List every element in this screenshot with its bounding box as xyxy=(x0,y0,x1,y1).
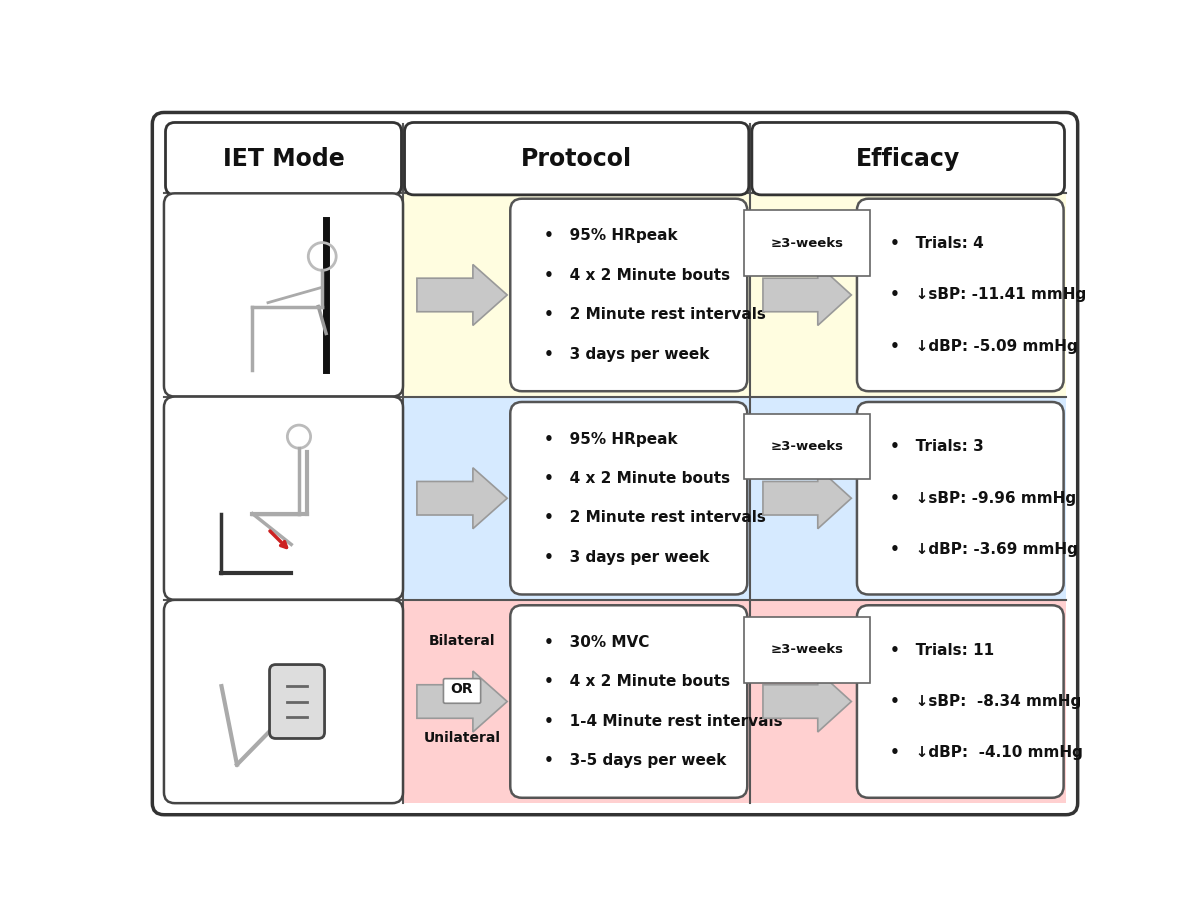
Text: •   Trials: 11: • Trials: 11 xyxy=(890,643,995,657)
Polygon shape xyxy=(763,671,851,732)
FancyBboxPatch shape xyxy=(444,678,481,703)
FancyBboxPatch shape xyxy=(857,402,1063,595)
FancyBboxPatch shape xyxy=(857,198,1063,391)
Text: Bilateral: Bilateral xyxy=(428,633,496,647)
Text: •   ↓sBP: -9.96 mmHg: • ↓sBP: -9.96 mmHg xyxy=(890,491,1076,506)
Text: •   3 days per week: • 3 days per week xyxy=(544,347,709,362)
Text: •   3 days per week: • 3 days per week xyxy=(544,550,709,565)
Text: •   4 x 2 Minute bouts: • 4 x 2 Minute bouts xyxy=(544,268,730,283)
Bar xyxy=(403,397,750,599)
Text: •   3-5 days per week: • 3-5 days per week xyxy=(544,753,726,768)
Bar xyxy=(403,599,750,803)
Text: •   ↓dBP: -5.09 mmHg: • ↓dBP: -5.09 mmHg xyxy=(890,339,1078,353)
Text: •   ↓sBP:  -8.34 mmHg: • ↓sBP: -8.34 mmHg xyxy=(890,694,1081,709)
Text: IET Mode: IET Mode xyxy=(223,147,344,171)
Text: •   Trials: 4: • Trials: 4 xyxy=(890,236,984,252)
Text: ≥3-weeks: ≥3-weeks xyxy=(770,644,844,656)
Text: Efficacy: Efficacy xyxy=(856,147,960,171)
Text: ≥3-weeks: ≥3-weeks xyxy=(770,237,844,250)
FancyBboxPatch shape xyxy=(404,122,749,195)
Text: •   95% HRpeak: • 95% HRpeak xyxy=(544,229,677,243)
Text: OR: OR xyxy=(451,682,473,697)
Text: •   4 x 2 Minute bouts: • 4 x 2 Minute bouts xyxy=(544,471,730,486)
Polygon shape xyxy=(416,468,508,529)
Text: Unilateral: Unilateral xyxy=(424,731,500,745)
Polygon shape xyxy=(763,468,851,529)
Text: •   Trials: 3: • Trials: 3 xyxy=(890,440,984,454)
Text: •   2 Minute rest intervals: • 2 Minute rest intervals xyxy=(544,510,766,525)
Polygon shape xyxy=(416,264,508,326)
FancyBboxPatch shape xyxy=(510,605,748,798)
Polygon shape xyxy=(416,671,508,732)
Bar xyxy=(750,599,1066,803)
FancyBboxPatch shape xyxy=(857,605,1063,798)
FancyBboxPatch shape xyxy=(152,113,1078,814)
Text: ≥3-weeks: ≥3-weeks xyxy=(770,440,844,453)
FancyBboxPatch shape xyxy=(164,397,403,599)
FancyBboxPatch shape xyxy=(270,665,324,738)
FancyBboxPatch shape xyxy=(510,402,748,595)
Bar xyxy=(750,397,1066,599)
Text: •   4 x 2 Minute bouts: • 4 x 2 Minute bouts xyxy=(544,675,730,689)
Bar xyxy=(750,194,1066,397)
Text: •   2 Minute rest intervals: • 2 Minute rest intervals xyxy=(544,308,766,322)
FancyBboxPatch shape xyxy=(166,122,402,195)
FancyBboxPatch shape xyxy=(164,194,403,397)
Text: Protocol: Protocol xyxy=(521,147,632,171)
Text: •   1-4 Minute rest intervals: • 1-4 Minute rest intervals xyxy=(544,713,782,729)
Text: •   95% HRpeak: • 95% HRpeak xyxy=(544,431,677,447)
Text: •   ↓sBP: -11.41 mmHg: • ↓sBP: -11.41 mmHg xyxy=(890,287,1086,302)
Polygon shape xyxy=(763,264,851,326)
Bar xyxy=(403,194,750,397)
FancyBboxPatch shape xyxy=(510,198,748,391)
FancyBboxPatch shape xyxy=(164,599,403,803)
Text: •   ↓dBP: -3.69 mmHg: • ↓dBP: -3.69 mmHg xyxy=(890,542,1078,557)
FancyBboxPatch shape xyxy=(752,122,1064,195)
Text: •   30% MVC: • 30% MVC xyxy=(544,635,649,650)
Text: •   ↓dBP:  -4.10 mmHg: • ↓dBP: -4.10 mmHg xyxy=(890,745,1084,760)
